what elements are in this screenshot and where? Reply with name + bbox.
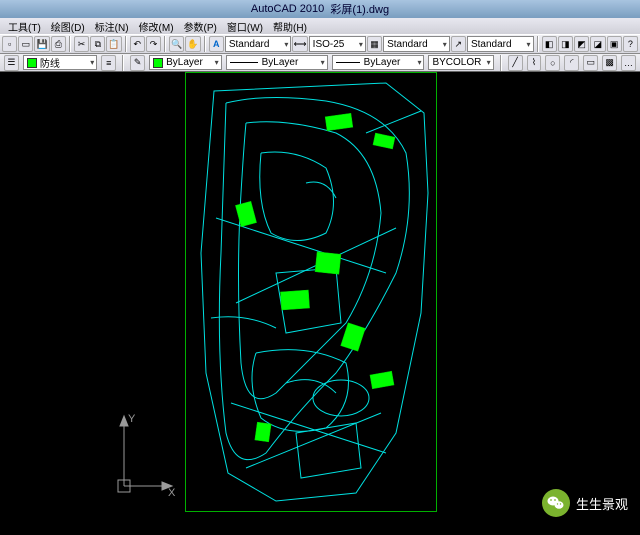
dim-style-value: ISO-25 [313,39,345,50]
toolbar-2: ☰ 防线 ≡ ✎ ByLayer ByLayer ByLayer BYCOLOR… [0,54,640,72]
cut-icon[interactable]: ✂ [74,36,89,52]
circle-icon[interactable]: ○ [545,55,560,71]
dim-icon[interactable]: ⟷ [292,36,307,52]
svg-text:Y: Y [128,413,136,425]
ml-style-value: Standard [471,39,512,50]
viewport-frame [185,72,437,512]
separator [537,36,539,52]
watermark: 生生景观 [542,489,628,517]
menu-tools[interactable]: 工具(T) [4,19,45,34]
pan-icon[interactable]: ✋ [185,36,200,52]
menu-window[interactable]: 窗口(W) [223,19,267,34]
arc-icon[interactable]: ◜ [564,55,579,71]
menu-modify[interactable]: 修改(M) [135,19,178,34]
pline-icon[interactable]: ⌇ [527,55,542,71]
table-style-value: Standard [387,39,428,50]
text-icon[interactable]: A [209,36,224,52]
hatch-icon[interactable]: ▩ [602,55,617,71]
svg-text:X: X [168,487,176,499]
layer-swatch [27,58,37,68]
text-style-dropdown[interactable]: Standard [225,36,292,52]
lwt-dropdown[interactable]: ByLayer [332,55,425,70]
separator [122,55,124,71]
tool-d-icon[interactable]: ◪ [590,36,605,52]
tool-b-icon[interactable]: ◨ [558,36,573,52]
table-icon[interactable]: ▦ [367,36,382,52]
ucs-icon: Y X [110,410,180,500]
text-style-value: Standard [229,39,270,50]
color-value: ByLayer [166,57,203,68]
watermark-text: 生生景观 [576,494,628,513]
menu-parametric[interactable]: 参数(P) [180,19,221,34]
print-icon[interactable]: ⎙ [51,36,66,52]
color-dropdown[interactable]: ByLayer [149,55,222,70]
color-swatch [153,58,163,68]
app-title: AutoCAD 2010 [251,3,324,15]
layer-name: 防线 [40,55,60,70]
linetype-value: ByLayer [262,57,299,68]
separator [125,36,127,52]
linetype-dropdown[interactable]: ByLayer [226,55,328,70]
open-icon[interactable]: ▭ [18,36,33,52]
separator [69,36,71,52]
tool-e-icon[interactable]: ▣ [607,36,622,52]
lwt-preview [336,62,360,63]
save-icon[interactable]: 💾 [34,36,49,52]
separator [164,36,166,52]
zoom-icon[interactable]: 🔍 [169,36,184,52]
layer-dropdown[interactable]: 防线 [23,55,97,70]
mleader-icon[interactable]: ↗ [451,36,466,52]
drawing-content [186,73,438,513]
window-titlebar: AutoCAD 2010 彩屏(1).dwg [0,0,640,18]
new-icon[interactable]: ▫ [2,36,17,52]
menu-draw[interactable]: 绘图(D) [47,19,89,34]
table-style-dropdown[interactable]: Standard [383,36,450,52]
tool-a-icon[interactable]: ◧ [542,36,557,52]
layer-prop-icon[interactable]: ☰ [4,55,19,71]
rect-icon[interactable]: ▭ [583,55,598,71]
drawing-canvas[interactable]: Y X 生生景观 [0,72,640,535]
layer-prev-icon[interactable]: ≡ [101,55,116,71]
menu-help[interactable]: 帮助(H) [269,19,311,34]
tool-c-icon[interactable]: ◩ [574,36,589,52]
wechat-icon [542,489,570,517]
ml-style-dropdown[interactable]: Standard [467,36,534,52]
separator [500,55,502,71]
paste-icon[interactable]: 📋 [106,36,121,52]
menu-dimension[interactable]: 标注(N) [91,19,133,34]
tool-f-icon[interactable]: ? [623,36,638,52]
copy-icon[interactable]: ⧉ [90,36,105,52]
match-prop-icon[interactable]: ✎ [130,55,145,71]
menu-bar: 工具(T) 绘图(D) 标注(N) 修改(M) 参数(P) 窗口(W) 帮助(H… [0,18,640,34]
lwt-value: ByLayer [364,57,401,68]
separator [204,36,206,52]
undo-icon[interactable]: ↶ [130,36,145,52]
file-title: 彩屏(1).dwg [330,1,389,17]
toolbar-1: ▫ ▭ 💾 ⎙ ✂ ⧉ 📋 ↶ ↷ 🔍 ✋ A Standard ⟷ ISO-2… [0,34,640,54]
more-icon[interactable]: … [621,55,636,71]
dim-style-dropdown[interactable]: ISO-25 [309,36,366,52]
plotstyle-dropdown[interactable]: BYCOLOR [428,55,493,70]
line-icon[interactable]: ╱ [508,55,523,71]
redo-icon[interactable]: ↷ [146,36,161,52]
linetype-preview [230,62,258,63]
plotstyle-value: BYCOLOR [432,57,481,68]
